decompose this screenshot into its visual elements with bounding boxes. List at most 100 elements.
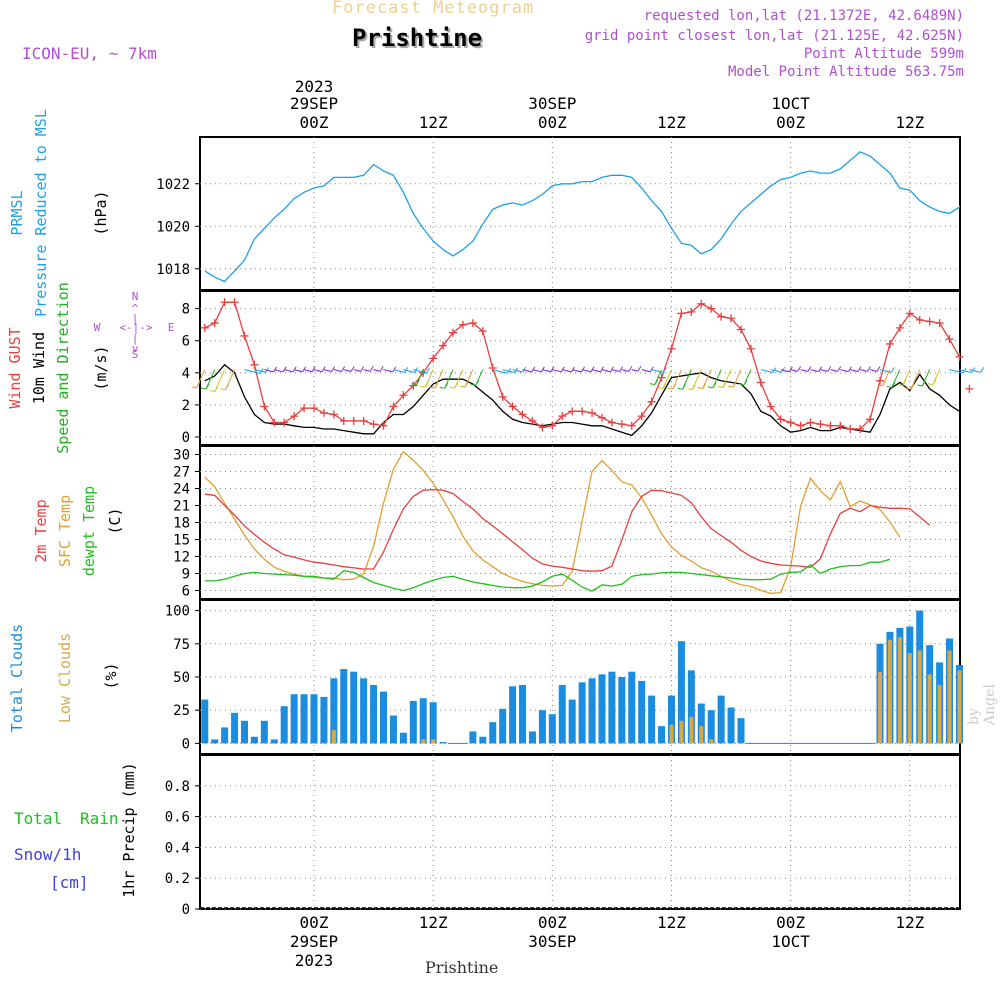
wind-direction-arrow bbox=[313, 366, 326, 373]
total-clouds-bar bbox=[588, 678, 596, 744]
wind-ytick-label: 0 bbox=[182, 430, 190, 446]
wind-gust-point bbox=[468, 319, 477, 328]
top-time-hour: 00Z bbox=[300, 113, 329, 132]
wind-gust-point bbox=[260, 402, 269, 411]
wind-gust-point bbox=[786, 418, 795, 427]
wind-gust-point bbox=[617, 420, 626, 429]
wind-gust-point bbox=[915, 315, 924, 324]
wind-direction-arrow bbox=[897, 369, 911, 387]
temp-ytick-label: 24 bbox=[173, 482, 190, 498]
wind-direction-arrow bbox=[353, 366, 365, 372]
wind-gust-point bbox=[756, 378, 765, 387]
total-clouds-bar bbox=[717, 695, 725, 744]
wind-direction-arrow bbox=[969, 367, 985, 373]
wind-direction-arrow bbox=[429, 369, 444, 389]
temp-ytick-label: 27 bbox=[173, 465, 190, 481]
wind-gust-point bbox=[836, 421, 845, 430]
clouds-unit: (%) bbox=[102, 662, 120, 689]
model-label: ICON-EU, ~ 7km bbox=[22, 44, 157, 63]
wind-gust-point bbox=[935, 319, 944, 328]
total-clouds-bar bbox=[380, 691, 388, 744]
wind-direction-arrow bbox=[667, 369, 682, 390]
wind-gust-point bbox=[568, 407, 577, 416]
wind-direction-arrow bbox=[411, 369, 424, 386]
wind-direction-arrow bbox=[470, 369, 484, 386]
wind-direction-arrow bbox=[707, 369, 722, 389]
wind-gust-point bbox=[588, 408, 597, 417]
wind-direction-arrow bbox=[220, 369, 236, 391]
temp-ytick-label: 15 bbox=[173, 533, 190, 549]
wind-direction-arrow bbox=[810, 366, 823, 373]
low-clouds-bar bbox=[947, 650, 952, 744]
wind-direction-arrow bbox=[687, 369, 702, 391]
total-clouds-bar bbox=[201, 699, 209, 744]
wind-direction-arrow bbox=[611, 366, 624, 373]
precip-label-total: Total bbox=[14, 809, 62, 828]
clouds-label-low: Low Clouds bbox=[56, 633, 74, 723]
wind-gust-point bbox=[885, 339, 894, 348]
low-clouds-bar bbox=[679, 720, 684, 744]
wind-direction-arrow bbox=[877, 369, 891, 387]
low-clouds-bar bbox=[699, 726, 704, 744]
wind-gust-point bbox=[439, 341, 448, 350]
low-clouds-bar bbox=[421, 739, 426, 744]
total-clouds-bar bbox=[290, 694, 298, 744]
low-clouds-bar bbox=[937, 684, 942, 744]
wind-gust-point bbox=[538, 423, 547, 432]
clouds-ytick-label: 0 bbox=[182, 736, 190, 752]
low-clouds-bar bbox=[878, 671, 883, 744]
wind-gust-point bbox=[717, 312, 726, 321]
total-clouds-bar bbox=[360, 678, 368, 744]
wind-gust-point bbox=[250, 360, 259, 369]
wind-gust-point bbox=[816, 420, 825, 429]
point-altitude: Point Altitude 599m bbox=[803, 46, 964, 62]
grid-point-coords: grid point closest lon,lat (21.125E, 42.… bbox=[584, 28, 964, 44]
temp-2m-line bbox=[204, 488, 931, 572]
wind-gust-point bbox=[230, 298, 239, 307]
wind-gust-point bbox=[965, 384, 974, 393]
wind-speed-line bbox=[204, 363, 960, 437]
wind-gust-point bbox=[846, 424, 855, 433]
precip-ytick-label: 0.8 bbox=[165, 779, 190, 795]
pressure-ytick-label: 1020 bbox=[156, 219, 190, 235]
requested-coords: requested lon,lat (21.1372E, 42.6489N) bbox=[643, 8, 964, 24]
compass-n: N bbox=[132, 290, 139, 303]
wind-gust-point bbox=[578, 407, 587, 416]
total-clouds-bar bbox=[528, 731, 536, 744]
precip-label-snow: Snow/1h bbox=[14, 845, 81, 864]
top-time-hour: 12Z bbox=[657, 113, 686, 132]
bottom-time-date: 29SEP bbox=[290, 932, 338, 951]
total-clouds-bar bbox=[667, 695, 675, 744]
total-clouds-bar bbox=[578, 682, 586, 744]
wind-gust-point bbox=[548, 421, 557, 430]
precip-unit: 1hr Precip (mm) bbox=[120, 762, 138, 897]
wind-gust-point bbox=[657, 373, 666, 382]
clouds-ytick-label: 100 bbox=[165, 604, 190, 620]
wind-gust-point bbox=[697, 299, 706, 308]
wind-gust-point bbox=[508, 402, 517, 411]
total-clouds-bar bbox=[519, 684, 527, 744]
total-clouds-bar bbox=[677, 641, 685, 744]
total-clouds-bar bbox=[389, 715, 397, 744]
wind-direction-arrow bbox=[697, 369, 712, 390]
wind-gust-point bbox=[280, 418, 289, 427]
temp-label-dewpt: dewpt Temp bbox=[80, 486, 98, 576]
temp-ytick-label: 30 bbox=[173, 448, 190, 464]
wind-direction-arrow bbox=[850, 366, 862, 373]
wind-gust-point bbox=[945, 335, 954, 344]
wind-gust-point bbox=[220, 298, 229, 307]
wind-direction-arrow bbox=[641, 366, 654, 373]
wind-direction-arrow bbox=[905, 369, 921, 390]
wind-gust-point bbox=[925, 317, 934, 326]
wind-gust-point bbox=[746, 344, 755, 353]
total-clouds-bar bbox=[687, 670, 695, 744]
pressure-label-2: Pressure Reduced to MSL bbox=[32, 109, 50, 317]
compass-bar-up: | bbox=[132, 312, 139, 325]
total-clouds-bar bbox=[648, 695, 656, 744]
wind-gust-point bbox=[707, 304, 716, 313]
wind-direction-arrow bbox=[191, 369, 206, 389]
compass-arrow-up: ^ bbox=[132, 302, 139, 315]
total-clouds-bar bbox=[231, 712, 239, 744]
wind-gust-point bbox=[349, 416, 358, 425]
wind-gust-point bbox=[727, 314, 736, 323]
